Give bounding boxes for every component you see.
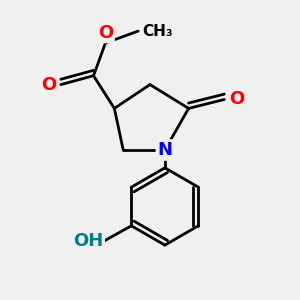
- Text: CH₃: CH₃: [142, 24, 173, 39]
- Text: O: O: [98, 23, 113, 41]
- Text: N: N: [158, 141, 172, 159]
- Text: OH: OH: [73, 232, 103, 250]
- Text: O: O: [41, 76, 56, 94]
- Text: O: O: [229, 91, 244, 109]
